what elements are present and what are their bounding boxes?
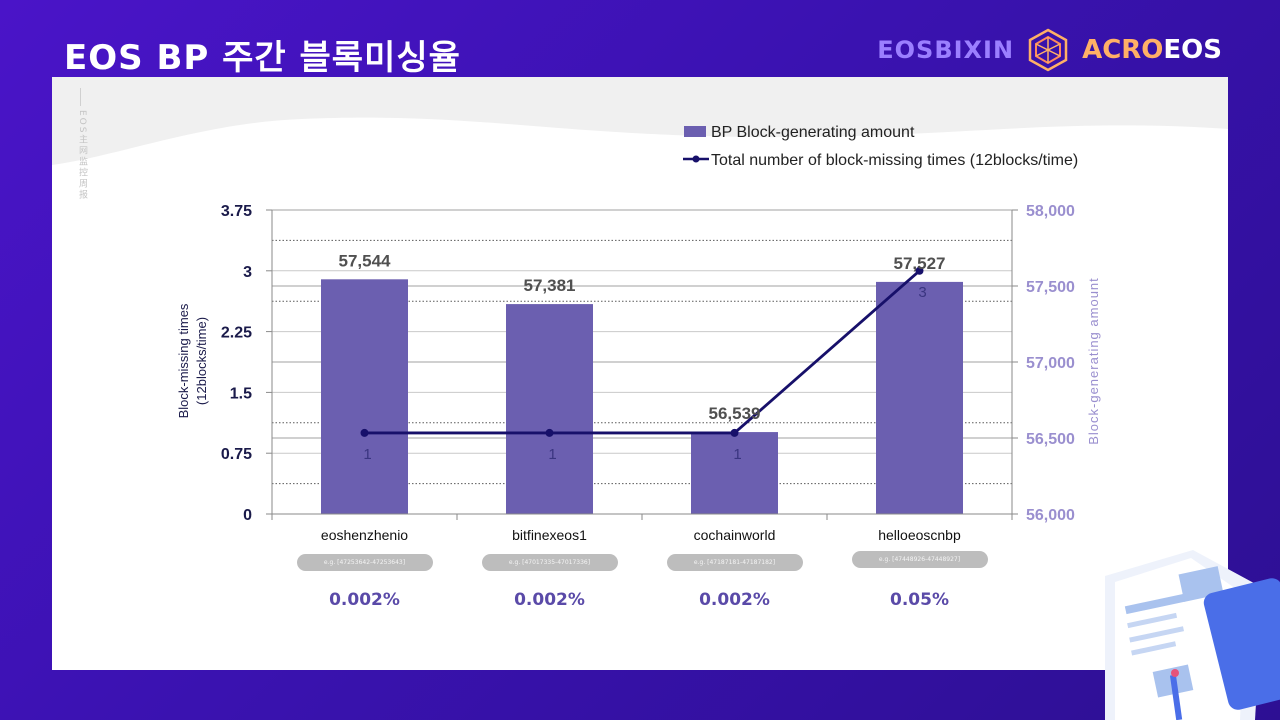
right-tick-label: 58,000: [1026, 203, 1075, 220]
x-tick-label: helloeoscnbp: [878, 527, 961, 543]
line-point: [545, 428, 554, 437]
bar: [876, 281, 963, 514]
example-pill: e.g. [47253642-47253643]: [296, 554, 433, 571]
legend: BP Block-generating amount Total number …: [683, 124, 1078, 169]
example-pill: e.g. [47017335-47017336]: [481, 554, 618, 571]
line-point: [915, 266, 924, 275]
legend-line-marker: [692, 155, 700, 163]
bar-value-label: 56,539: [709, 404, 761, 423]
line-value-label: 1: [363, 446, 371, 463]
page-title: EOS BP 주간 블록미싱율: [64, 38, 461, 78]
chart-card: [52, 77, 1228, 670]
legend-bar-label: BP Block-generating amount: [711, 124, 915, 141]
x-tick-label: eoshenzhenio: [321, 527, 408, 543]
bar-value-label: 57,381: [524, 276, 576, 295]
missing-rate-value: 0.05%: [890, 590, 949, 610]
left-axis-title-line1: Block-missing times: [176, 303, 191, 418]
line-point: [730, 428, 739, 437]
brand-eosbixin: EOSBIXIN: [877, 36, 1015, 64]
bar-value-label: 57,527: [894, 254, 946, 273]
left-tick-label: 2.25: [221, 325, 252, 342]
notebook-illustration-icon: [1105, 550, 1280, 720]
x-tick-label: cochainworld: [694, 527, 776, 543]
x-tick-label: bitfinexeos1: [512, 527, 587, 543]
line-value-label: 1: [733, 446, 741, 463]
line-value-label: 1: [548, 446, 556, 463]
legend-bar-swatch: [684, 126, 706, 137]
example-pill: e.g. [47187181-47187182]: [666, 554, 803, 571]
line-value-label: 3: [918, 284, 926, 301]
left-tick-label: 1.5: [230, 385, 252, 402]
series-line: [364, 269, 921, 435]
missing-rate-value: 0.002%: [699, 590, 770, 610]
brand-header: EOSBIXIN ACROEOS: [877, 28, 1222, 72]
bar: [691, 432, 778, 514]
right-axis-title: Block-generating amount: [1086, 277, 1101, 445]
side-divider: [80, 88, 81, 106]
line-point: [360, 428, 369, 437]
left-tick-label: 3: [243, 264, 252, 281]
bar-value-label: 57,544: [339, 251, 392, 270]
bar: [506, 304, 593, 514]
bars: [321, 279, 963, 514]
card-top-wave: [52, 77, 1228, 165]
right-tick-label: 56,000: [1026, 507, 1075, 524]
legend-line-label: Total number of block-missing times (12b…: [711, 152, 1078, 169]
bar: [321, 279, 408, 514]
missing-rate-value: 0.002%: [514, 590, 585, 610]
line-series: [360, 266, 924, 437]
left-tick-label: 3.75: [221, 203, 252, 220]
left-axis-title-line2: (12blocks/time): [194, 317, 209, 405]
side-vertical-text: EOS主网监控周报: [77, 110, 87, 201]
acroeos-logo-icon: [1028, 28, 1068, 72]
right-tick-label: 57,000: [1026, 355, 1075, 372]
data-labels: 57,544 1 57,381 1 56,539 1 57,527 3: [339, 251, 946, 463]
left-tick-label: 0.75: [221, 446, 252, 463]
missing-rate-value: 0.002%: [329, 590, 400, 610]
right-tick-label: 57,500: [1026, 279, 1075, 296]
right-tick-label: 56,500: [1026, 431, 1075, 448]
example-pill: e.g. [47448926-47448927]: [851, 551, 988, 568]
left-tick-label: 0: [243, 507, 252, 524]
axes: 0 0.75 1.5 2.25 3 3.75 56,000 56,500 57,000 57,50…: [221, 203, 1075, 543]
brand-acroeos: ACROEOS: [1082, 35, 1222, 65]
